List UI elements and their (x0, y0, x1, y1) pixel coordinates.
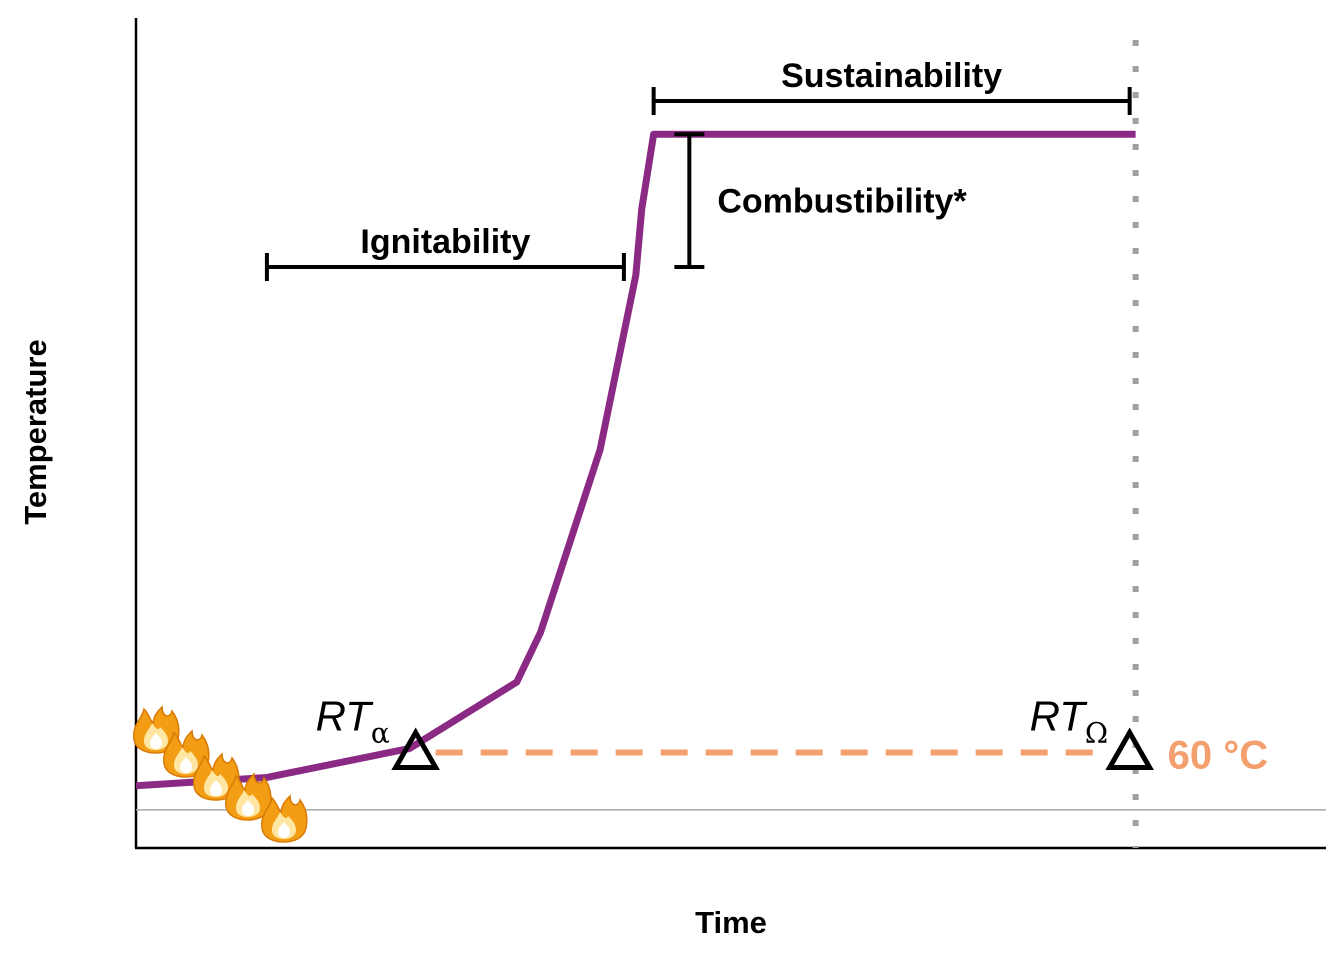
fire-icon (163, 729, 210, 778)
y-axis-label: Temperature (18, 339, 53, 525)
threshold-label: 60 °C (1168, 734, 1269, 778)
rt-marker-2 (1105, 727, 1154, 771)
combustibility-label: Combustibility* (717, 183, 967, 221)
ignitability-label: Ignitability (360, 223, 530, 261)
rt-marker-2-label: RTΩ (1030, 693, 1108, 750)
fire-icon (193, 752, 240, 801)
fire-icon (261, 794, 308, 843)
sustainability-label: Sustainability (781, 57, 1002, 95)
plot-area: RTα RTΩ 60 °C Ignitability Combustibility* Su… (133, 40, 1326, 848)
temperature-series-line (135, 130, 1136, 790)
fire-icon (225, 772, 272, 821)
x-axis-label: Time (695, 905, 767, 940)
rt-marker-1-label: RTα (316, 693, 390, 750)
rt-marker-1 (391, 727, 440, 771)
fire-icon (133, 705, 180, 754)
